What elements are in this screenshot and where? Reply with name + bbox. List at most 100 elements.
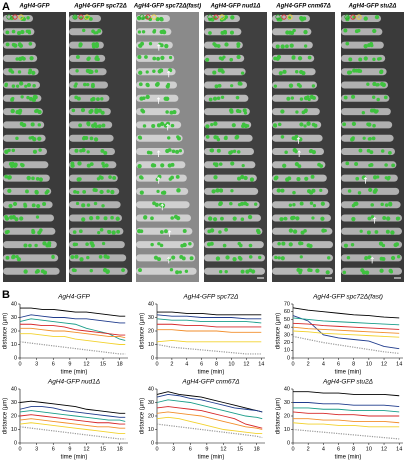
nucleus — [238, 82, 243, 86]
nucleus — [276, 188, 281, 193]
nucleus — [240, 174, 245, 180]
nucleus — [301, 110, 306, 115]
nucleus — [274, 175, 279, 180]
x-axis-label: time (min) — [198, 455, 225, 461]
y-tick-label: 20 — [148, 328, 154, 334]
nucleus — [11, 214, 16, 220]
nucleus — [99, 228, 104, 232]
nucleus — [278, 71, 283, 76]
nucleus — [350, 243, 355, 247]
nucleus — [71, 268, 76, 273]
nucleus — [249, 177, 255, 182]
nucleus — [146, 150, 151, 155]
nucleus — [355, 176, 360, 181]
data-line — [293, 391, 400, 397]
nucleus — [366, 148, 371, 153]
x-tick-label: 18 — [117, 446, 123, 452]
nucleus — [164, 229, 168, 234]
nucleus — [214, 84, 219, 89]
nucleus — [304, 176, 309, 181]
nucleus — [291, 215, 296, 220]
column-title: AgH4-GFP cnm67Δ — [275, 4, 330, 10]
nucleus — [23, 269, 28, 274]
nucleus — [309, 201, 314, 205]
nucleus — [6, 229, 10, 234]
nucleus — [150, 242, 154, 247]
nucleus — [20, 95, 24, 99]
x-tick-label: 0 — [155, 446, 158, 452]
nucleus — [311, 84, 316, 88]
nucleus — [311, 150, 316, 155]
marker-circle — [72, 14, 78, 20]
marker-circle — [207, 14, 213, 20]
nucleus — [375, 109, 379, 113]
nucleus — [364, 270, 370, 275]
nucleus — [28, 136, 32, 140]
nucleus — [205, 135, 210, 139]
nucleus — [363, 43, 368, 49]
nucleus — [92, 188, 97, 192]
arrow — [156, 177, 161, 184]
nucleus — [310, 174, 315, 179]
column-title: AgH4-GFP nud1Δ — [210, 4, 261, 10]
x-tick-label: 4 — [322, 361, 325, 367]
data-line — [19, 341, 126, 355]
nucleus — [158, 202, 163, 207]
nucleus — [351, 94, 356, 99]
nucleus — [101, 161, 105, 166]
hypha — [69, 267, 128, 275]
nucleus — [25, 29, 29, 33]
marker-circle — [151, 14, 157, 20]
nucleus — [351, 121, 357, 126]
nucleus — [37, 136, 42, 141]
nucleus — [168, 55, 173, 60]
nucleus — [180, 243, 185, 248]
hypha — [136, 134, 183, 142]
x-tick-label: 6 — [337, 446, 340, 452]
nucleus — [361, 175, 367, 180]
nucleus — [103, 254, 108, 259]
nucleus — [294, 137, 298, 141]
y-tick-label: 10 — [11, 427, 17, 433]
nucleus — [386, 176, 391, 181]
nucleus — [103, 216, 108, 221]
nucleus — [288, 228, 294, 233]
nucleus — [115, 216, 120, 221]
nucleus — [75, 69, 79, 73]
nucleus — [110, 215, 114, 220]
y-tick-label: 30 — [148, 400, 154, 406]
nucleus — [169, 268, 174, 272]
y-axis-label: distance (µm) — [140, 313, 146, 349]
marker-circle — [350, 14, 356, 20]
nucleus — [224, 42, 229, 47]
nucleus — [96, 97, 100, 102]
y-tick-label: 20 — [11, 413, 17, 419]
nucleus — [100, 97, 104, 101]
nucleus — [363, 56, 368, 61]
nucleus — [159, 43, 164, 48]
nucleus — [70, 161, 75, 166]
nucleus — [224, 269, 228, 274]
x-axis-label: time (min) — [61, 455, 88, 461]
nucleus — [240, 269, 245, 274]
nucleus — [372, 57, 376, 62]
nucleus — [280, 135, 285, 139]
nucleus — [346, 255, 351, 260]
nucleus — [28, 68, 33, 73]
nucleus — [304, 108, 308, 113]
nucleus — [7, 175, 12, 180]
nucleus — [232, 257, 237, 261]
nucleus — [276, 54, 282, 60]
nucleus — [88, 109, 93, 114]
marker-circle — [6, 14, 12, 20]
x-tick-label: 14 — [258, 361, 264, 367]
nucleus — [188, 241, 192, 246]
arrow — [166, 256, 171, 264]
nucleus — [35, 108, 40, 113]
nucleus — [371, 136, 376, 141]
nucleus — [238, 257, 243, 261]
nucleus — [86, 203, 91, 207]
x-tick-label: 15 — [100, 361, 106, 367]
nucleus — [121, 268, 125, 273]
nucleus — [292, 148, 297, 153]
